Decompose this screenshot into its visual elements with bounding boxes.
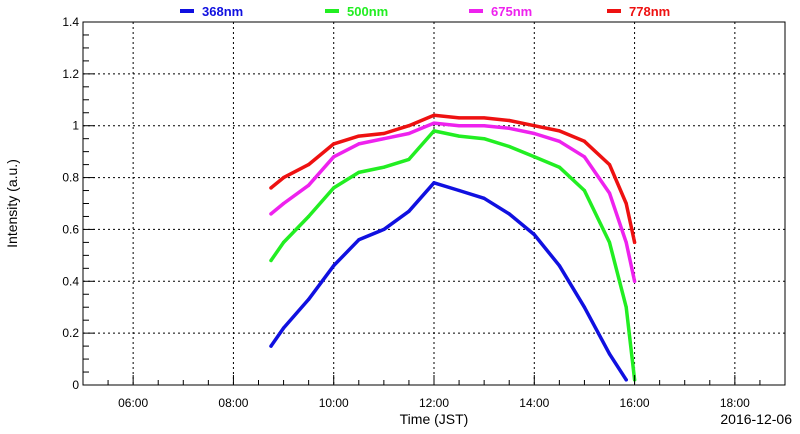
data-point: [632, 240, 637, 244]
data-point: [382, 227, 386, 232]
y-tick-label: 0.4: [62, 274, 79, 288]
data-point: [482, 116, 486, 120]
data-point: [624, 240, 628, 244]
y-tick-label: 1.2: [62, 67, 79, 81]
data-point: [357, 142, 361, 146]
data-point: [457, 116, 461, 120]
data-point: [307, 214, 311, 219]
series-line-368nm: [269, 181, 628, 382]
data-point: [457, 124, 461, 128]
data-point: [407, 157, 411, 162]
data-point: [507, 118, 511, 123]
legend-item-368nm: 368nm: [180, 4, 243, 19]
data-point: [582, 155, 587, 159]
data-point: [307, 183, 311, 187]
x-tick-label: 16:00: [620, 396, 650, 410]
data-point: [281, 326, 286, 330]
y-tick-label: 0.2: [62, 326, 79, 340]
data-point: [582, 188, 587, 193]
legend-item-675nm: 675nm: [469, 4, 532, 19]
series-layer: [269, 113, 637, 382]
data-point: [582, 305, 587, 309]
data-point: [557, 139, 561, 143]
data-point: [269, 186, 273, 190]
data-point: [407, 124, 411, 128]
x-tick-label: 08:00: [218, 396, 248, 410]
y-axis-title: Intensity (a.u.): [4, 159, 20, 248]
y-tick-label: 1: [72, 119, 79, 133]
data-point: [281, 201, 286, 206]
data-point: [482, 124, 486, 128]
legend-item-500nm: 500nm: [325, 4, 388, 19]
data-point: [407, 131, 411, 136]
data-point: [532, 124, 536, 128]
data-point: [507, 212, 511, 216]
y-tick-label: 0: [72, 378, 79, 392]
data-point: [532, 155, 536, 159]
data-point: [432, 121, 436, 125]
legend-item-778nm: 778nm: [607, 4, 670, 19]
series-line-675nm: [269, 121, 637, 284]
data-point: [607, 191, 612, 195]
legend: 368nm 500nm 675nm 778nm: [180, 4, 670, 19]
legend-label: 675nm: [491, 4, 532, 19]
data-point: [357, 238, 361, 242]
data-point: [382, 131, 386, 136]
x-tick-label: 06:00: [118, 396, 148, 410]
legend-label: 368nm: [202, 4, 243, 19]
data-point: [269, 344, 273, 348]
y-tick-label: 0.8: [62, 171, 79, 185]
data-point: [624, 305, 628, 309]
x-axis-title: Time (JST): [400, 411, 469, 427]
data-point: [607, 352, 612, 356]
data-point: [281, 240, 286, 244]
y-tick-label: 1.4: [62, 15, 79, 29]
data-point: [357, 170, 361, 174]
data-point: [632, 279, 637, 283]
data-point: [332, 186, 336, 190]
data-point: [507, 144, 511, 149]
axis-ticks: 06:00 08:00 10:00 12:00 14:00 16:00 18:00 0 0.2 0…: [62, 15, 786, 410]
data-point: [432, 181, 436, 185]
data-point: [269, 258, 273, 263]
legend-label: 500nm: [347, 4, 388, 19]
grid: [83, 21, 785, 386]
data-point: [382, 137, 386, 141]
x-tick-label: 14:00: [519, 396, 549, 410]
data-point: [557, 165, 561, 169]
data-point: [532, 131, 536, 136]
data-point: [307, 297, 311, 302]
data-point: [482, 196, 486, 200]
data-point: [507, 126, 511, 130]
data-point: [532, 233, 536, 237]
data-point: [457, 134, 461, 138]
x-tick-label: 10:00: [319, 396, 349, 410]
data-point: [407, 209, 411, 213]
data-point: [432, 113, 436, 117]
data-point: [307, 163, 311, 167]
data-point: [269, 212, 273, 216]
date-label: 2016-12-06: [720, 411, 792, 427]
data-point: [624, 201, 628, 206]
data-point: [557, 129, 561, 133]
data-point: [332, 142, 336, 146]
data-point: [281, 175, 286, 180]
data-point: [382, 165, 386, 169]
legend-label: 778nm: [629, 4, 670, 19]
x-tick-label: 18:00: [720, 396, 750, 410]
data-point: [332, 264, 336, 268]
data-point: [607, 240, 612, 244]
data-point: [357, 134, 361, 138]
y-tick-label: 0.6: [62, 222, 79, 236]
data-point: [332, 155, 336, 159]
data-point: [457, 188, 461, 193]
data-point: [624, 378, 628, 382]
data-point: [432, 129, 436, 133]
x-tick-label: 12:00: [419, 396, 449, 410]
data-point: [557, 264, 561, 268]
data-point: [582, 139, 587, 143]
data-point: [607, 163, 612, 167]
data-point: [482, 137, 486, 141]
